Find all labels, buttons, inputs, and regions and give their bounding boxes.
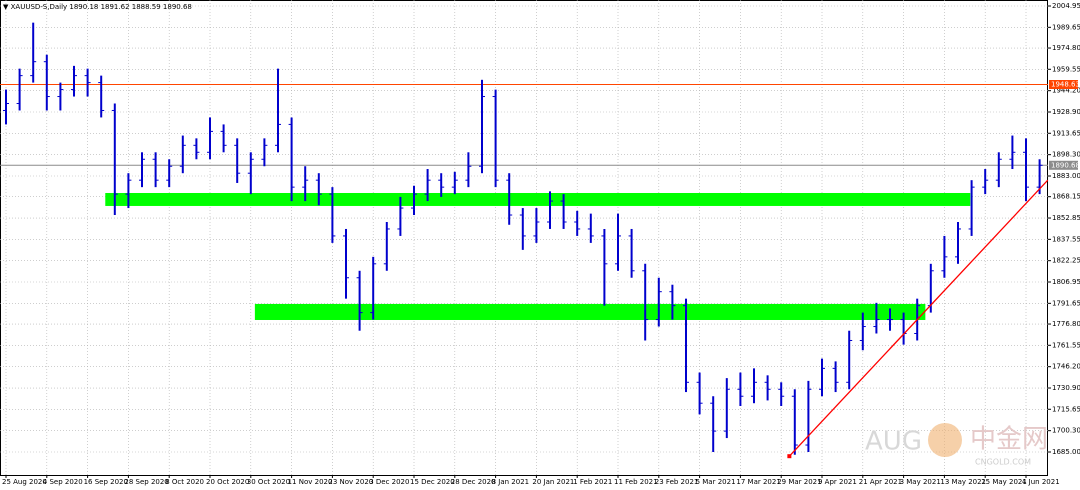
x-tick-label: 30 Oct 2020 [247,478,290,486]
y-tick-label: 1776.80 [1052,320,1080,328]
x-tick-label: 5 Mar 2021 [696,478,736,486]
y-tick-label: 1883.00 [1052,172,1080,180]
y-tick-label: 1822.25 [1052,257,1080,265]
y-tick-label: 1974.80 [1052,44,1080,52]
x-tick-label: 4 Sep 2020 [43,478,83,486]
y-tick-label: 1730.90 [1052,384,1080,392]
x-tick-label: 20 Jan 2021 [532,478,574,486]
x-tick-label: 16 Sep 2020 [84,478,128,486]
x-tick-label: 25 Aug 2020 [2,478,47,486]
watermark: CNGOLD.COM [975,458,1031,467]
price-label-bg [1049,80,1078,90]
x-tick-label: 15 Dec 2020 [410,478,455,486]
support-zone [105,192,971,206]
price-label: 1948.63 [1051,81,1080,89]
x-tick-label: 3 Dec 2020 [369,478,409,486]
y-tick-label: 1989.65 [1052,23,1080,31]
x-tick-label: 1 Feb 2021 [573,478,612,486]
y-tick-label: 1959.55 [1052,65,1080,73]
x-tick-label: 4 Jun 2021 [1022,478,1060,486]
y-tick-label: 1715.65 [1052,405,1080,413]
watermark: AUG [865,427,922,457]
watermark-logo [928,423,962,457]
x-tick-label: 21 Apr 2021 [859,478,902,486]
price-label-bg [1049,160,1078,170]
x-tick-label: 25 May 2021 [981,478,1027,486]
x-tick-label: 28 Sep 2020 [124,478,168,486]
x-tick-label: 11 Nov 2020 [288,478,333,486]
y-tick-label: 1944.20 [1052,87,1080,95]
y-tick-label: 1852.85 [1052,214,1080,222]
y-tick-label: 1685.00 [1052,448,1080,456]
chart-title: ▼ XAUUSD-S,Daily 1890.18 1891.62 1888.59… [3,3,192,11]
y-tick-label: 1898.30 [1052,151,1080,159]
trendline-anchor [787,454,792,459]
y-tick-label: 1746.20 [1052,363,1080,371]
y-tick-label: 2004.95 [1052,2,1080,10]
trendline [788,179,1049,457]
x-tick-label: 8 Jan 2021 [492,478,530,486]
y-tick-label: 1761.55 [1052,341,1080,349]
watermark: 中金网 [970,425,1048,455]
x-tick-label: 9 Apr 2021 [818,478,857,486]
y-tick-label: 1791.65 [1052,299,1080,307]
y-tick-label: 1806.95 [1052,278,1080,286]
x-tick-label: 17 Mar 2021 [736,478,780,486]
plot-border [0,0,1048,476]
x-tick-label: 23 Feb 2021 [655,478,699,486]
y-tick-label: 1928.90 [1052,108,1080,116]
support-zone [254,303,926,320]
x-tick-label: 8 Oct 2020 [165,478,204,486]
x-tick-label: 29 Mar 2021 [777,478,821,486]
x-tick-label: 13 May 2021 [940,478,986,486]
y-tick-label: 1700.30 [1052,427,1080,435]
x-tick-label: 20 Oct 2020 [206,478,249,486]
y-tick-label: 1868.15 [1052,193,1080,201]
price-label: 1890.68 [1051,161,1080,169]
x-tick-label: 23 Nov 2020 [328,478,373,486]
x-tick-label: 3 May 2021 [900,478,941,486]
y-tick-label: 1837.55 [1052,235,1080,243]
x-tick-label: 11 Feb 2021 [614,478,658,486]
x-tick-label: 28 Dec 2020 [451,478,496,486]
y-tick-label: 1913.65 [1052,129,1080,137]
